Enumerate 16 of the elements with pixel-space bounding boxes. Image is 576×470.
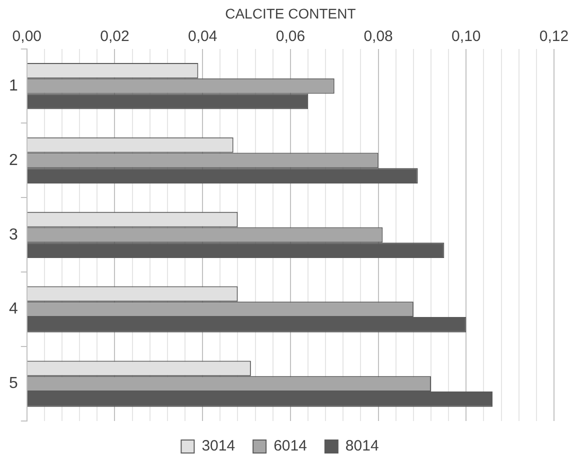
x-tick-label: 0,08 (364, 28, 393, 45)
x-tick-label: 0,06 (276, 28, 306, 45)
y-tick-label: 2 (8, 152, 18, 169)
x-tick-label: 0,00 (12, 28, 42, 45)
y-tick-label: 4 (8, 300, 18, 318)
x-tick-label: 0,04 (188, 28, 218, 45)
x-axis-title: CALCITE CONTENT (225, 5, 356, 22)
x-tick-label: 0,02 (100, 28, 130, 45)
y-tick-label: 1 (8, 77, 18, 94)
x-tick-label: 0,10 (452, 28, 481, 45)
legend-label: 6014 (274, 438, 307, 455)
y-tick-label: 5 (8, 375, 18, 392)
y-tick-label: 3 (8, 226, 18, 244)
x-tick-label: 0,12 (539, 28, 569, 45)
legend-label: 3014 (202, 438, 236, 455)
legend-label: 8014 (345, 438, 379, 455)
